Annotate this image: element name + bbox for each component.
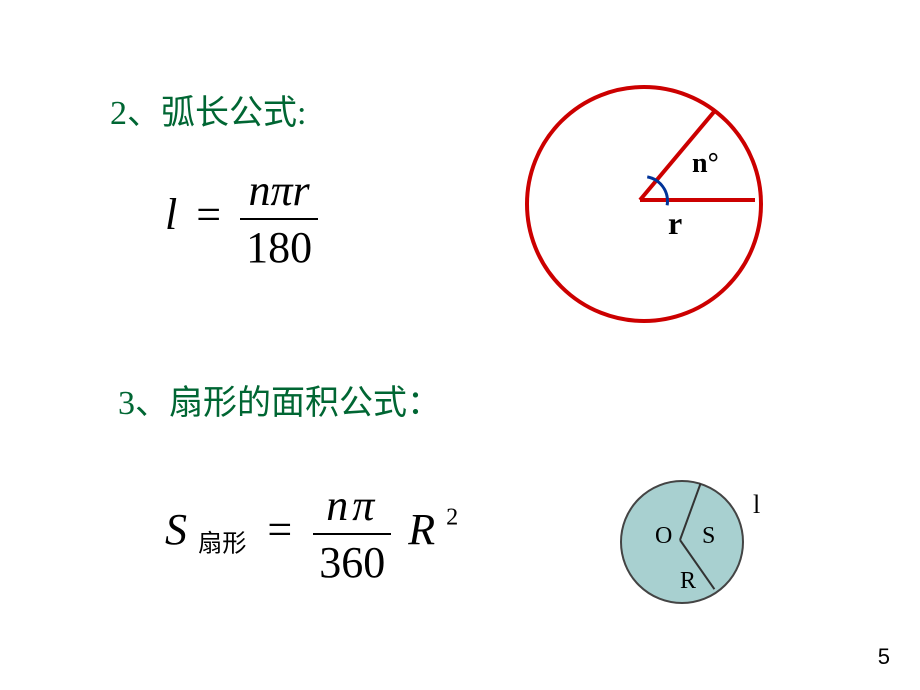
sector-num: nπ <box>313 480 391 535</box>
angle-label: n° <box>692 148 719 180</box>
arc-fraction: nπr 180 <box>240 165 318 273</box>
R-label: R <box>680 568 696 595</box>
r-label: r <box>668 205 682 242</box>
sector-den: 360 <box>313 535 391 588</box>
sector-lhs: S <box>165 505 187 554</box>
O-label: O <box>655 523 672 550</box>
sector-tail-sup: 2 <box>446 504 458 531</box>
arc-lhs: l <box>165 190 177 239</box>
sector-eq: = <box>257 505 302 554</box>
arc-den: 180 <box>240 220 318 273</box>
arc-num: nπr <box>240 165 318 220</box>
S-label: S <box>702 523 715 550</box>
l-label: l <box>753 490 760 520</box>
slide-number: 5 <box>878 644 890 670</box>
section3-heading: 3、扇形的面积公式： <box>118 375 441 424</box>
section2-heading: 2、弧长公式: <box>110 85 306 134</box>
arc-length-formula: l = nπr 180 <box>165 165 318 273</box>
sector-area-formula: S 扇形 = nπ 360 R 2 <box>165 480 458 588</box>
sector-lhs-sub: 扇形 <box>198 530 246 557</box>
sector-tail: R <box>402 505 435 554</box>
sector-fraction: nπ 360 <box>313 480 391 588</box>
arc-eq: = <box>188 190 229 239</box>
